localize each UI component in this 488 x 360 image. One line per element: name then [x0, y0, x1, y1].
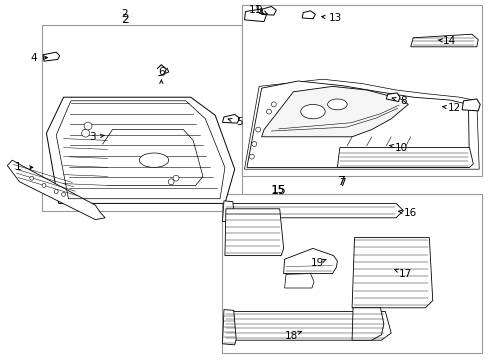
- Circle shape: [255, 127, 260, 132]
- Text: 10: 10: [394, 143, 407, 153]
- Circle shape: [173, 175, 179, 181]
- Polygon shape: [224, 209, 283, 256]
- Bar: [242, 5, 481, 176]
- Ellipse shape: [300, 104, 325, 119]
- Circle shape: [42, 184, 46, 187]
- Text: 3: 3: [89, 132, 96, 142]
- Text: 19: 19: [310, 258, 324, 268]
- Polygon shape: [283, 248, 337, 274]
- Circle shape: [168, 179, 174, 185]
- Bar: [41, 25, 242, 211]
- Polygon shape: [337, 148, 472, 167]
- Text: 1: 1: [15, 162, 22, 172]
- Text: 15: 15: [271, 185, 285, 195]
- Polygon shape: [461, 99, 479, 111]
- Polygon shape: [351, 308, 383, 340]
- Polygon shape: [386, 93, 399, 102]
- Polygon shape: [246, 81, 468, 167]
- Polygon shape: [351, 238, 432, 308]
- Circle shape: [81, 129, 89, 137]
- Text: 8: 8: [399, 96, 406, 106]
- Polygon shape: [222, 310, 236, 345]
- Text: 4: 4: [30, 53, 37, 63]
- Polygon shape: [244, 9, 266, 22]
- Text: 17: 17: [398, 269, 412, 279]
- Polygon shape: [261, 86, 407, 137]
- Circle shape: [271, 102, 276, 107]
- Circle shape: [251, 141, 256, 147]
- Text: 12: 12: [447, 103, 461, 113]
- Text: 18: 18: [284, 330, 297, 341]
- Polygon shape: [46, 97, 234, 203]
- Circle shape: [84, 122, 92, 130]
- Ellipse shape: [139, 153, 168, 167]
- Polygon shape: [222, 201, 234, 222]
- Text: 14: 14: [442, 36, 456, 46]
- Text: 6: 6: [158, 67, 164, 77]
- Ellipse shape: [327, 99, 346, 110]
- Bar: [222, 194, 481, 353]
- Text: 7: 7: [338, 175, 346, 188]
- Text: 16: 16: [403, 208, 417, 218]
- Text: 7: 7: [338, 178, 345, 188]
- Polygon shape: [43, 52, 60, 61]
- Text: 15: 15: [270, 184, 286, 197]
- Text: 11: 11: [248, 5, 262, 15]
- Polygon shape: [224, 203, 403, 218]
- Text: 13: 13: [327, 13, 341, 23]
- Polygon shape: [224, 311, 390, 340]
- Text: 5: 5: [236, 117, 243, 127]
- Circle shape: [30, 176, 34, 180]
- Polygon shape: [222, 114, 239, 123]
- Circle shape: [61, 193, 65, 196]
- Circle shape: [249, 154, 254, 159]
- Circle shape: [54, 190, 58, 193]
- Polygon shape: [244, 79, 478, 169]
- Polygon shape: [410, 34, 477, 47]
- Polygon shape: [284, 274, 313, 288]
- Circle shape: [266, 109, 271, 114]
- Polygon shape: [261, 6, 276, 15]
- Polygon shape: [7, 160, 105, 220]
- Text: 2: 2: [121, 13, 128, 26]
- Text: 9: 9: [255, 5, 262, 15]
- Text: 2: 2: [121, 9, 128, 19]
- Polygon shape: [302, 11, 315, 19]
